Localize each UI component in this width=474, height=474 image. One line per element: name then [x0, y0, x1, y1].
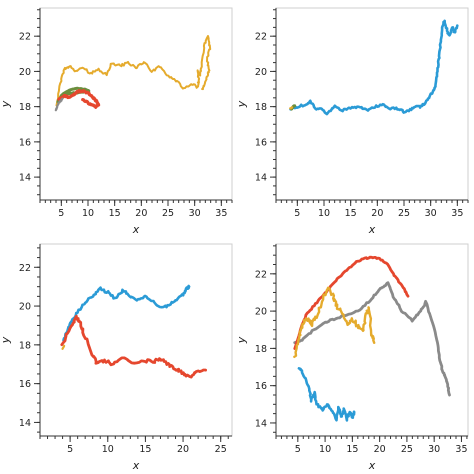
x-tick-label: 20 [371, 208, 383, 219]
x-tick-label: 25 [162, 208, 174, 219]
x-tick-label: 15 [109, 208, 121, 219]
traces [289, 19, 459, 116]
y-tick-label: 18 [19, 102, 31, 113]
y-tick-label: 18 [255, 344, 267, 355]
x-tick-label: 15 [346, 444, 358, 455]
traces [54, 35, 212, 112]
x-tick-label: 30 [189, 208, 201, 219]
y-tick-label: 14 [255, 173, 267, 184]
x-axis-title: x [132, 459, 140, 472]
x-tick-label: 30 [425, 208, 437, 219]
y-tick-label: 16 [255, 137, 267, 148]
plot-frame [39, 7, 233, 201]
trajectory-series-3 [57, 89, 101, 109]
x-tick-label: 5 [58, 208, 64, 219]
x-tick-label: 10 [82, 208, 94, 219]
y-tick-label: 16 [19, 137, 31, 148]
trajectory-series-4 [293, 286, 376, 358]
chart-panel-4: 5 10 15 20 25 30 35 14 16 18 20 22 x y [235, 243, 469, 472]
x-tick-label: 10 [318, 208, 330, 219]
y-axis-title: y [235, 336, 248, 344]
y-tick-label: 18 [255, 102, 267, 113]
trajectory-series-4 [54, 97, 64, 112]
y-tick-label: 22 [19, 263, 31, 274]
x-tick-label: 5 [294, 208, 300, 219]
x-tick-label: 10 [102, 444, 114, 455]
x-axis-title: x [132, 223, 140, 236]
y-tick-label: 22 [255, 32, 267, 43]
x-tick-label: 20 [177, 444, 189, 455]
y-tick-label: 14 [19, 418, 31, 429]
y-tick-label: 20 [19, 67, 31, 78]
y-axis-title: y [0, 100, 12, 108]
trajectory-series-1 [289, 19, 459, 116]
x-tick-label: 30 [428, 444, 440, 455]
x-tick-label: 35 [455, 444, 467, 455]
y-tick-label: 20 [255, 67, 267, 78]
x-tick-label: 25 [215, 444, 227, 455]
x-tick-label: 25 [398, 208, 410, 219]
y-tick-label: 20 [255, 307, 267, 318]
y-tick-label: 22 [19, 32, 31, 43]
y-tick-label: 16 [255, 381, 267, 392]
chart-panel-2: 5 10 15 20 25 30 35 14 16 18 20 22 x y [235, 7, 469, 236]
x-tick-label: 5 [67, 444, 73, 455]
x-tick-label: 10 [319, 444, 331, 455]
x-tick-label: 20 [374, 444, 386, 455]
plot-frame [39, 243, 233, 437]
x-tick-label: 15 [345, 208, 357, 219]
x-tick-label: 25 [401, 444, 413, 455]
y-tick-label: 16 [19, 379, 31, 390]
chart-panel-1: 5 10 15 20 25 30 35 14 16 18 20 22 x y [0, 7, 233, 236]
y-tick-label: 14 [255, 418, 267, 429]
y-tick-label: 20 [19, 302, 31, 313]
y-axis-title: y [0, 336, 12, 344]
x-axis-title: x [368, 459, 376, 472]
traces [60, 284, 207, 379]
y-tick-label: 14 [19, 173, 31, 184]
x-axis-title: x [368, 223, 376, 236]
traces [293, 255, 451, 422]
trajectory-series-3 [61, 344, 66, 350]
trajectory-series-1 [55, 35, 212, 107]
plot-frame [275, 243, 469, 437]
trajectory-series-3 [297, 367, 356, 422]
chart-panel-3: 5 10 15 20 25 14 16 18 20 22 x y [0, 243, 233, 472]
x-tick-label: 35 [451, 208, 463, 219]
x-tick-label: 35 [215, 208, 227, 219]
x-tick-label: 20 [135, 208, 147, 219]
x-tick-label: 15 [139, 444, 151, 455]
trajectory-series-2 [293, 255, 410, 350]
trajectory-series-2 [60, 314, 207, 379]
trajectory-series-1 [62, 284, 191, 342]
y-axis-title: y [235, 100, 248, 108]
trajectory-series-1 [293, 281, 451, 397]
trajectory-series-2 [56, 86, 91, 104]
x-tick-label: 5 [295, 444, 301, 455]
y-tick-label: 22 [255, 269, 267, 280]
trajectory-series-3 [289, 106, 294, 110]
y-tick-label: 18 [19, 340, 31, 351]
